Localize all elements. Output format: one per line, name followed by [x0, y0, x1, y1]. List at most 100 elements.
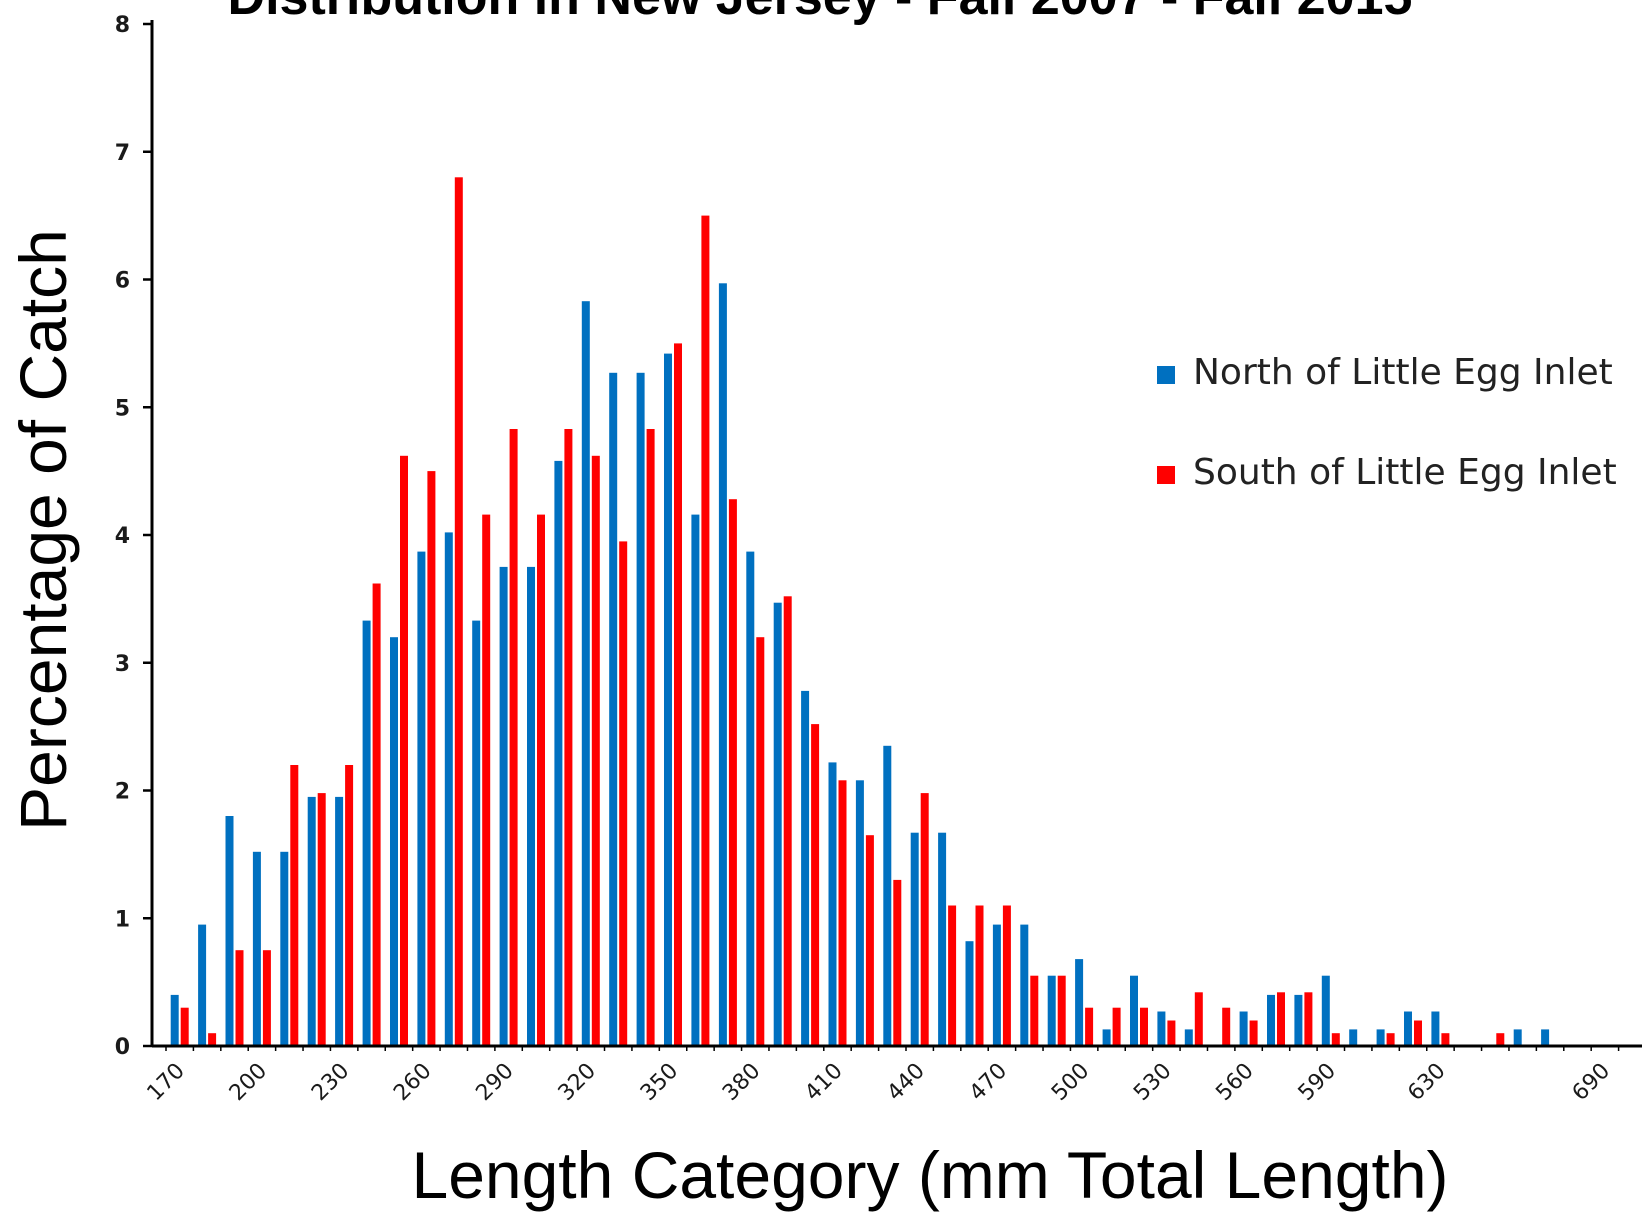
bar-south-430 — [893, 879, 902, 1046]
chart-title: Distribution in New Jersey - Fall 2007 -… — [228, 0, 1413, 26]
bar-south-230 — [345, 765, 354, 1046]
bar-south-310 — [564, 429, 573, 1046]
legend: North of Little Egg Inlet South of Little… — [1157, 352, 1617, 493]
bar-north-570 — [1267, 994, 1275, 1046]
x-tick-label: 440 — [883, 1059, 930, 1106]
bar-south-620 — [1414, 1020, 1422, 1046]
x-tick-label: 500 — [1047, 1059, 1094, 1106]
bar-south-200 — [262, 950, 271, 1046]
bar-south-170 — [180, 1007, 189, 1046]
bar-south-390 — [783, 596, 792, 1046]
x-tick-label: 290 — [471, 1059, 518, 1106]
x-axis-title: Length Category (mm Total Length) — [411, 1138, 1448, 1212]
bar-south-360 — [701, 215, 710, 1047]
bar-north-380 — [746, 551, 755, 1046]
bar-north-510 — [1102, 1029, 1111, 1046]
bar-north-370 — [718, 283, 727, 1046]
bar-south-320 — [591, 455, 600, 1046]
bar-south-540 — [1194, 992, 1203, 1046]
bar-south-550 — [1222, 1007, 1231, 1046]
y-tick-label: 7 — [115, 141, 130, 166]
bar-south-460 — [975, 905, 984, 1046]
bar-south-250 — [400, 455, 408, 1046]
bar-south-490 — [1057, 975, 1066, 1046]
bar-south-650 — [1496, 1033, 1505, 1046]
y-tick-label: 3 — [115, 652, 130, 677]
y-tick-label: 8 — [115, 13, 130, 38]
bar-south-500 — [1085, 1007, 1094, 1046]
bar-south-220 — [317, 793, 326, 1046]
x-tick-label: 470 — [965, 1059, 1012, 1106]
x-tick-label: 200 — [225, 1059, 272, 1106]
bar-north-220 — [307, 796, 316, 1046]
bar-north-400 — [801, 690, 810, 1046]
bar-north-350 — [664, 353, 672, 1047]
y-tick-label: 2 — [115, 780, 130, 805]
x-tick-label: 690 — [1568, 1059, 1615, 1106]
x-tick-label: 530 — [1129, 1059, 1176, 1106]
y-tick-label: 5 — [115, 396, 130, 421]
bar-north-320 — [581, 301, 590, 1046]
bar-north-340 — [636, 372, 645, 1046]
legend-label-south: South of Little Egg Inlet — [1193, 452, 1617, 493]
y-tick-label: 4 — [115, 524, 130, 549]
plot-area: 0 1 2 3 4 5 6 7 8 170 200 230 260 290 320 350 380 410 440 4… — [115, 13, 1642, 1106]
bar-north-530 — [1157, 1011, 1166, 1046]
legend-label-north: North of Little Egg Inlet — [1193, 352, 1613, 393]
bar-south-590 — [1331, 1033, 1340, 1046]
bar-north-620 — [1404, 1011, 1412, 1046]
bar-south-480 — [1030, 975, 1039, 1046]
bar-north-630 — [1431, 1011, 1440, 1046]
x-tick-label: 320 — [554, 1059, 601, 1106]
bar-south-630 — [1441, 1033, 1450, 1046]
bar-north-240 — [362, 620, 371, 1046]
bar-north-250 — [390, 637, 398, 1046]
bar-south-420 — [865, 835, 874, 1046]
y-tick-label: 1 — [115, 907, 130, 932]
bar-north-270 — [444, 532, 453, 1046]
bar-south-570 — [1277, 992, 1285, 1046]
x-tick-label: 560 — [1211, 1059, 1258, 1106]
bar-north-600 — [1349, 1029, 1358, 1046]
bar-north-420 — [855, 780, 864, 1046]
bar-south-400 — [811, 724, 820, 1046]
bar-north-440 — [910, 832, 919, 1046]
bar-south-530 — [1167, 1020, 1176, 1046]
y-tick-label: 0 — [115, 1035, 130, 1060]
series-north — [170, 283, 1550, 1047]
bar-south-370 — [728, 499, 737, 1046]
bar-south-350 — [674, 343, 682, 1046]
bar-north-260 — [417, 551, 426, 1046]
bar-north-300 — [527, 566, 535, 1046]
bar-north-660 — [1513, 1029, 1522, 1046]
x-tick-label: 380 — [718, 1059, 765, 1106]
bar-north-480 — [1020, 924, 1029, 1046]
bar-north-540 — [1184, 1029, 1193, 1046]
bar-south-240 — [372, 583, 381, 1046]
legend-swatch-south — [1157, 466, 1175, 484]
series-south — [180, 177, 1505, 1047]
bar-north-430 — [883, 745, 892, 1046]
bar-south-280 — [482, 514, 491, 1046]
bar-north-290 — [499, 566, 508, 1046]
bar-south-260 — [427, 471, 436, 1047]
bar-north-410 — [828, 762, 837, 1046]
bar-south-560 — [1249, 1020, 1258, 1046]
bar-north-610 — [1376, 1029, 1385, 1046]
bar-south-190 — [235, 950, 244, 1046]
bar-north-230 — [335, 796, 344, 1046]
bar-north-520 — [1130, 975, 1138, 1046]
bar-north-170 — [170, 994, 179, 1046]
bar-north-390 — [773, 602, 782, 1046]
bar-north-450 — [938, 832, 947, 1046]
bar-south-270 — [454, 177, 463, 1047]
bar-north-590 — [1321, 975, 1330, 1046]
bar-south-520 — [1140, 1007, 1148, 1046]
bar-south-470 — [1002, 905, 1011, 1046]
x-tick-label: 630 — [1403, 1059, 1450, 1106]
bar-north-670 — [1541, 1029, 1550, 1046]
legend-swatch-north — [1157, 366, 1175, 384]
y-tick-label: 6 — [115, 269, 130, 294]
bar-north-210 — [280, 851, 289, 1046]
